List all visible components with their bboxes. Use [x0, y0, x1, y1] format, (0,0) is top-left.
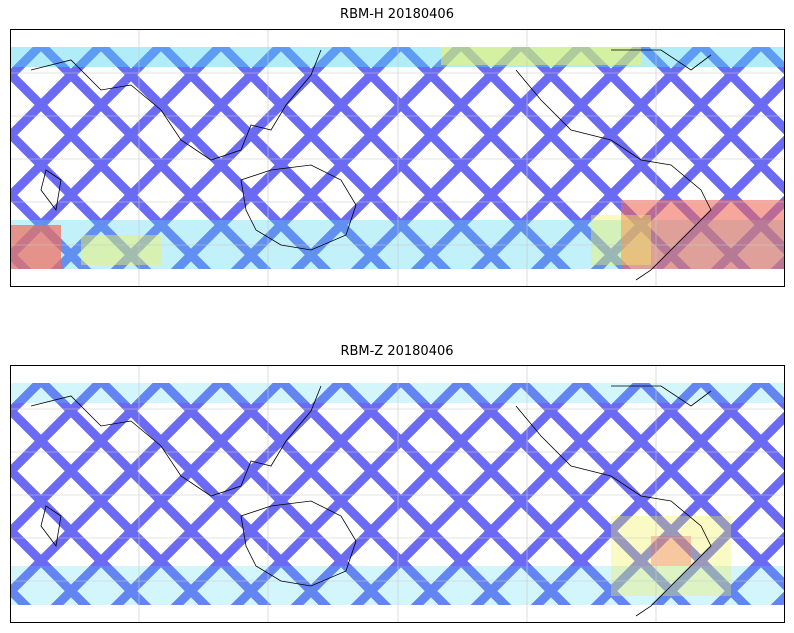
graticule — [11, 366, 784, 622]
coastlines — [30, 385, 712, 617]
map-panel-rbm-z — [10, 365, 785, 623]
map-2-svg — [11, 366, 784, 622]
map-panel-rbm-h — [10, 29, 785, 287]
swath-tracks — [11, 383, 784, 605]
map-1-svg — [11, 30, 784, 286]
panel-2-title: RBM-Z 20180406 — [340, 344, 454, 359]
panel-1-title: RBM-H 20180406 — [340, 7, 454, 22]
graticule — [11, 30, 784, 286]
coastlines — [30, 49, 712, 281]
